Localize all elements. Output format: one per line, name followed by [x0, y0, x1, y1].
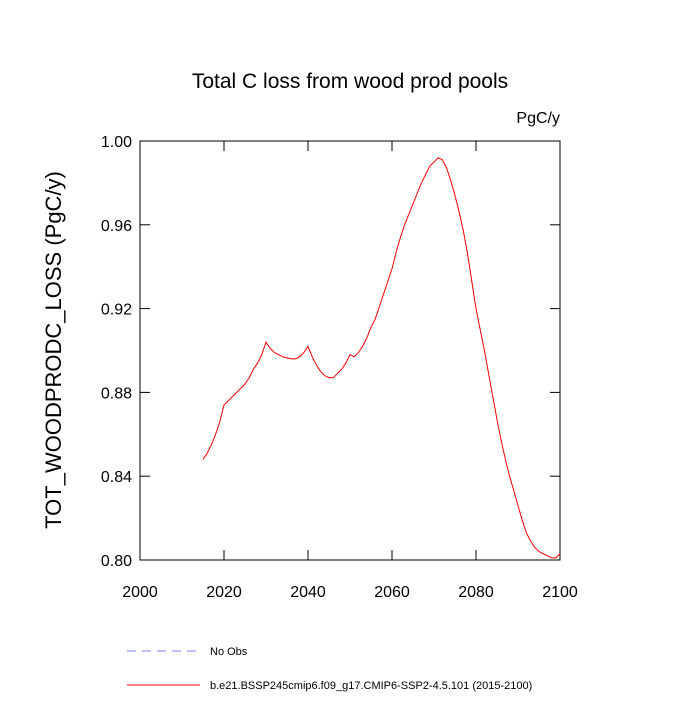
plot-frame — [139, 140, 561, 561]
x-tick-label: 2080 — [458, 584, 494, 601]
chart-title: Total C loss from wood prod pools — [192, 70, 508, 93]
x-tick-label: 2060 — [374, 584, 410, 601]
y-tick-label: 0.84 — [101, 469, 132, 486]
legend-label: b.e21.BSSP245cmip6.f09_g17.CMIP6-SSP2-4.… — [210, 680, 532, 692]
x-tick-label: 2000 — [122, 584, 158, 601]
y-tick-label: 0.96 — [101, 218, 132, 235]
legend-label: No Obs — [210, 646, 248, 658]
y-tick-label: 0.80 — [101, 553, 132, 570]
units-label: PgC/y — [516, 110, 560, 127]
y-axis-label: TOT_WOODPRODC_LOSS (PgC/y) — [41, 171, 66, 529]
y-tick-label: 0.92 — [101, 302, 132, 319]
x-tick-label: 2100 — [542, 584, 578, 601]
y-tick-label: 0.88 — [101, 385, 132, 402]
x-tick-label: 2040 — [290, 584, 326, 601]
data-line — [202, 157, 561, 559]
x-tick-label: 2020 — [206, 584, 242, 601]
y-tick-label: 1.00 — [101, 134, 132, 151]
